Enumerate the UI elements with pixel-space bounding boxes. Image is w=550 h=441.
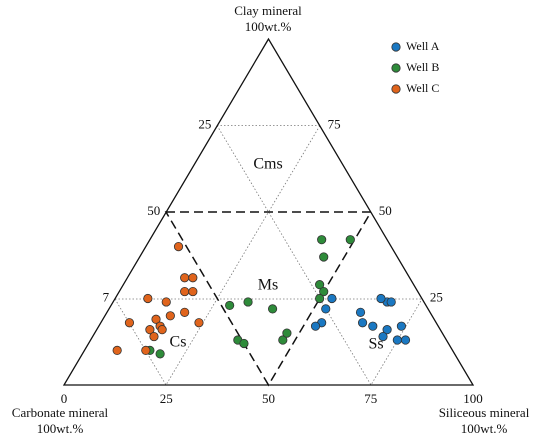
data-point xyxy=(173,242,184,252)
region-label: Cs xyxy=(170,334,187,351)
data-point xyxy=(319,286,329,297)
data-point xyxy=(357,318,368,328)
vertex-label: 100wt.% xyxy=(245,19,292,34)
guide-line xyxy=(114,298,218,386)
ms-boundary xyxy=(164,211,373,387)
data-point xyxy=(378,331,388,342)
data-point xyxy=(188,286,198,297)
legend-label: Well A xyxy=(406,39,440,53)
legend-marker xyxy=(391,42,401,52)
data-point xyxy=(145,325,155,335)
tick-label: 25 xyxy=(198,116,211,131)
data-point xyxy=(368,321,378,331)
tick-label: 75 xyxy=(364,391,377,406)
tick-label: 25 xyxy=(430,289,443,304)
tick-label: 75 xyxy=(328,116,341,131)
data-point xyxy=(112,345,122,355)
region-label: Ms xyxy=(258,277,278,294)
region-label: Ss xyxy=(368,336,383,353)
guides xyxy=(114,125,423,387)
data-point xyxy=(400,335,411,345)
data-point xyxy=(315,280,325,290)
data-point xyxy=(180,273,190,283)
data-point xyxy=(243,297,253,307)
data-point xyxy=(124,318,135,328)
legend-label: Well C xyxy=(406,81,439,95)
vertex-label: Siliceous mineral xyxy=(439,405,530,420)
tick-label: 50 xyxy=(379,203,392,218)
data-point xyxy=(392,335,402,345)
vertex-label: 100wt.% xyxy=(37,421,84,436)
data-point xyxy=(267,304,278,314)
data-point xyxy=(327,293,337,304)
data-point xyxy=(396,321,407,331)
data-point xyxy=(141,345,151,355)
triangle xyxy=(62,37,475,386)
data-point xyxy=(188,273,198,283)
data-point xyxy=(143,293,153,304)
data-point xyxy=(161,297,171,307)
data-point xyxy=(157,325,167,335)
data-point xyxy=(386,297,396,307)
tick-label: 0 xyxy=(61,391,68,406)
data-point xyxy=(319,252,329,262)
legend-label: Well B xyxy=(406,60,439,74)
data-point xyxy=(155,349,165,359)
data-point xyxy=(149,331,159,342)
data-point xyxy=(225,300,235,311)
guide-line xyxy=(216,211,321,300)
vertex-label: 100wt.% xyxy=(461,421,508,436)
legend-marker xyxy=(391,84,401,94)
legend-marker xyxy=(391,63,401,73)
tick-label: 50 xyxy=(147,203,160,218)
data-point xyxy=(376,293,386,304)
tick-label: 50 xyxy=(262,391,275,406)
region-label: Cms xyxy=(253,156,282,173)
tick-label: 100 xyxy=(463,391,483,406)
vertex-label: Carbonate mineral xyxy=(12,405,109,420)
data-point xyxy=(382,325,392,335)
data-point xyxy=(180,286,190,297)
data-point xyxy=(310,321,321,331)
data-point xyxy=(321,304,331,314)
vertex-label: Clay mineral xyxy=(234,3,302,18)
data-point xyxy=(345,235,355,245)
data-point xyxy=(278,335,288,345)
data-point xyxy=(165,311,175,321)
data-point xyxy=(239,338,249,349)
data-point xyxy=(355,307,366,317)
data-point xyxy=(317,235,327,245)
data-point xyxy=(180,307,190,317)
tick-label: 7 xyxy=(103,289,110,304)
data-point xyxy=(194,318,204,328)
data-point xyxy=(151,314,161,324)
tick-label: 25 xyxy=(160,391,173,406)
data-point xyxy=(282,328,292,338)
data-point xyxy=(315,293,325,304)
